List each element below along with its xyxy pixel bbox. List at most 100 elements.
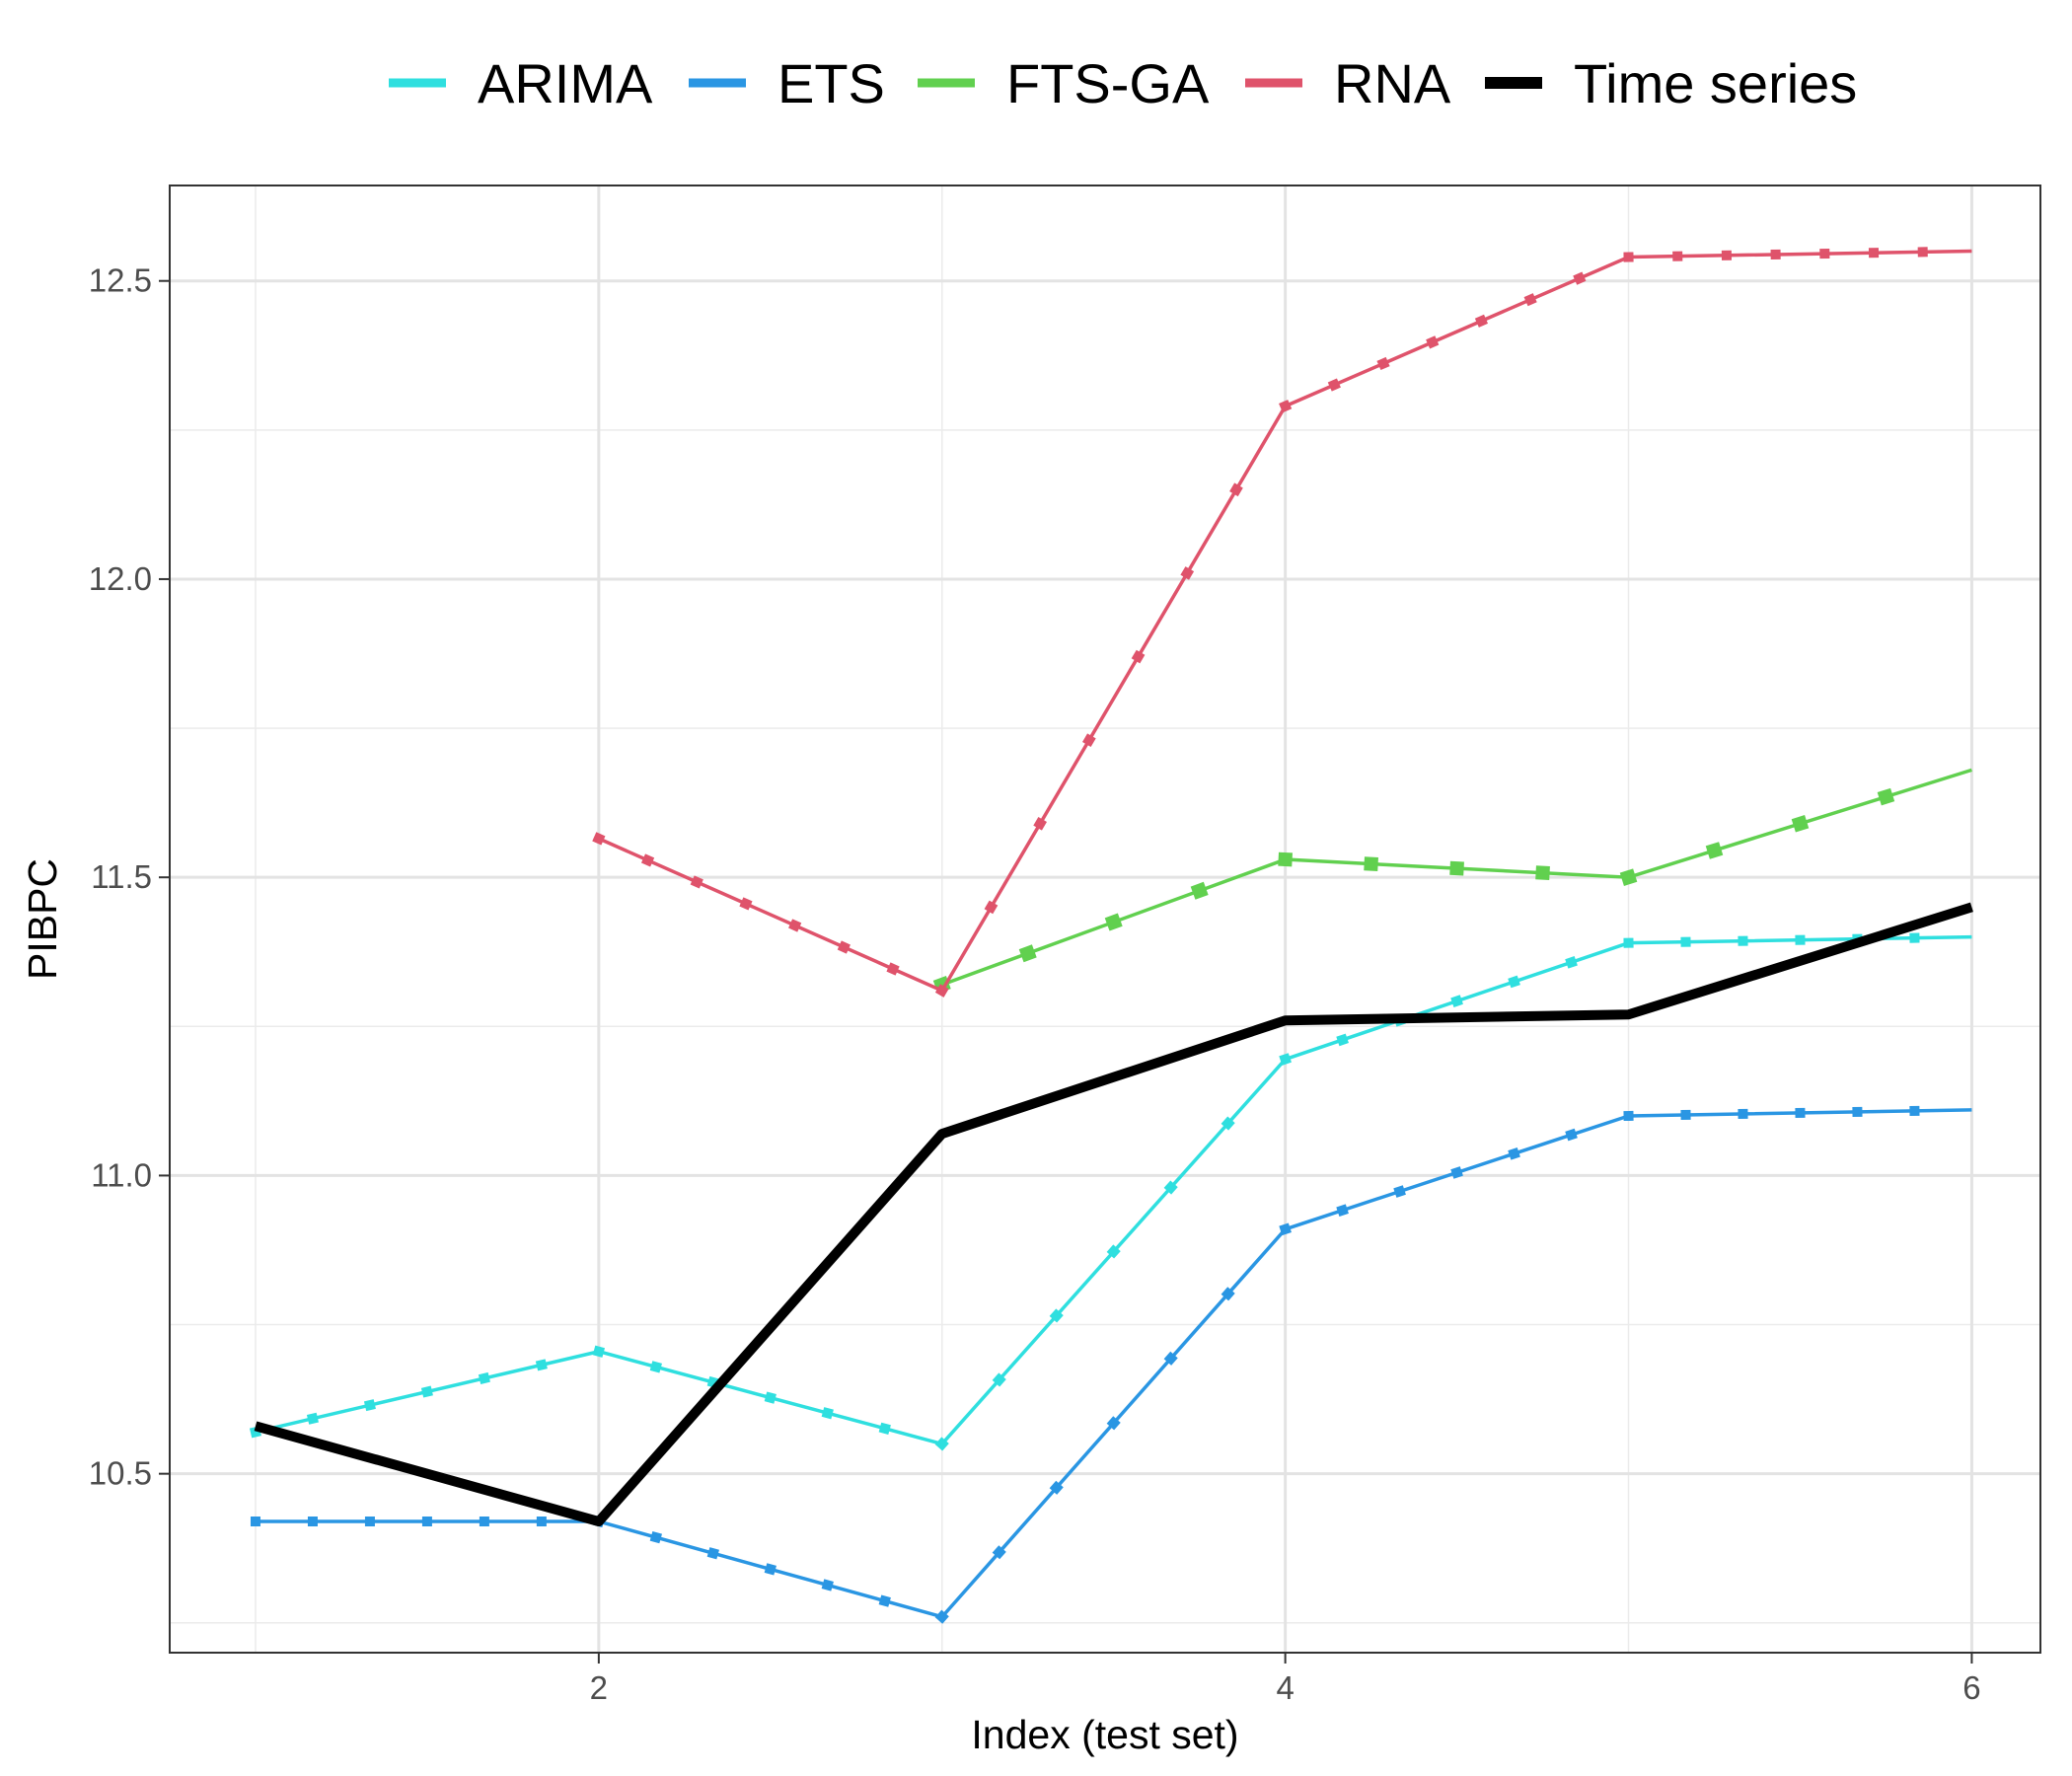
series-marker <box>1279 1053 1292 1066</box>
series-marker <box>1909 1105 1920 1117</box>
series-marker <box>878 1594 891 1607</box>
y-tick-label: 11.5 <box>91 858 152 895</box>
series-marker <box>1721 250 1733 260</box>
series-marker <box>821 1407 834 1420</box>
series-marker <box>934 1437 949 1451</box>
series-marker <box>1680 1109 1691 1121</box>
series-marker <box>1393 1185 1406 1198</box>
series-marker <box>1033 816 1047 831</box>
series-marker <box>690 875 703 889</box>
legend-label: FTS-GA <box>1006 52 1210 114</box>
series-marker <box>363 1399 376 1412</box>
series-marker <box>421 1517 432 1527</box>
series-marker <box>307 1517 318 1527</box>
series-marker <box>1336 1033 1349 1047</box>
series-layer <box>249 247 1973 1624</box>
series-marker <box>1163 1180 1178 1195</box>
series-marker <box>1623 1110 1634 1122</box>
series-marker <box>1104 913 1123 931</box>
series-marker <box>1523 293 1537 307</box>
series-marker <box>1018 944 1037 963</box>
series-marker <box>535 1359 548 1371</box>
series-marker <box>1770 249 1781 260</box>
series-marker <box>1106 1244 1121 1259</box>
series-marker <box>1680 936 1691 947</box>
series-marker <box>1082 733 1096 748</box>
series-marker <box>1573 271 1587 285</box>
series-marker <box>984 900 999 915</box>
x-tick-label: 4 <box>1276 1669 1294 1706</box>
legend-label: RNA <box>1334 52 1451 114</box>
series-marker <box>1279 1222 1292 1236</box>
series-marker <box>1795 1107 1806 1119</box>
series-marker <box>992 1372 1006 1387</box>
y-tick-label: 12.5 <box>89 262 152 299</box>
y-tick-label: 10.5 <box>89 1455 152 1492</box>
x-axis-title: Index (test set) <box>971 1712 1238 1757</box>
series-marker <box>1364 856 1378 871</box>
series-marker <box>1049 1308 1064 1323</box>
series-marker <box>478 1371 490 1384</box>
series-marker <box>1565 1128 1578 1142</box>
series-marker <box>1877 787 1895 806</box>
x-tick-label: 6 <box>1962 1669 1980 1706</box>
series-marker <box>640 853 655 867</box>
series-marker <box>821 1579 834 1591</box>
series-marker <box>739 897 753 911</box>
series-marker <box>1508 975 1520 989</box>
series-marker <box>878 1422 891 1435</box>
series-marker <box>1221 1287 1235 1301</box>
series-marker <box>1738 1108 1748 1120</box>
series-marker <box>1623 252 1634 262</box>
series-marker <box>764 1391 777 1404</box>
series-marker <box>1327 378 1341 392</box>
series-marker <box>934 984 949 998</box>
series-marker <box>1221 1116 1235 1131</box>
x-axis: 2 4 6 <box>590 1653 1981 1706</box>
series-marker <box>1336 1204 1349 1217</box>
series-marker <box>364 1517 375 1527</box>
series-marker <box>1049 1480 1064 1495</box>
legend-label: ARIMA <box>478 52 653 114</box>
series-marker <box>1619 868 1638 886</box>
series-marker <box>706 1547 719 1560</box>
series-marker <box>1426 335 1440 349</box>
x-tick-label: 2 <box>590 1669 608 1706</box>
series-marker <box>764 1563 777 1576</box>
legend-label: ETS <box>777 52 885 114</box>
major-gridlines <box>170 185 2040 1653</box>
series-marker <box>837 940 851 954</box>
series-marker <box>934 1609 949 1624</box>
series-marker <box>1106 1416 1121 1431</box>
series-marker <box>1535 865 1550 881</box>
series-marker <box>649 1361 662 1373</box>
series-marker <box>1917 247 1928 258</box>
series-marker <box>1376 356 1390 371</box>
series-marker <box>1190 881 1209 900</box>
series-marker <box>1565 955 1578 969</box>
series-marker <box>1852 1106 1863 1118</box>
series-marker <box>592 1345 605 1358</box>
minor-gridlines <box>170 185 2040 1653</box>
series-marker <box>592 832 606 846</box>
series-marker <box>1623 937 1634 948</box>
series-marker <box>1163 1351 1178 1366</box>
series-marker <box>1278 851 1293 867</box>
y-tick-label: 11.0 <box>91 1156 152 1193</box>
series-marker <box>1795 934 1806 945</box>
y-tick-label: 12.0 <box>89 560 152 597</box>
y-axis-title: PIBPC <box>20 858 65 980</box>
series-marker <box>1508 1147 1520 1160</box>
series-marker <box>1180 566 1195 580</box>
series-marker <box>1279 400 1293 413</box>
series-marker <box>1450 995 1463 1007</box>
series-marker <box>1672 251 1683 261</box>
series-marker <box>306 1412 319 1425</box>
series-marker <box>420 1385 433 1398</box>
series-marker <box>649 1530 663 1544</box>
series-marker <box>1705 842 1724 859</box>
series-line-time-series <box>254 902 1973 1527</box>
series-marker <box>1909 932 1920 943</box>
series-marker <box>1738 935 1748 946</box>
